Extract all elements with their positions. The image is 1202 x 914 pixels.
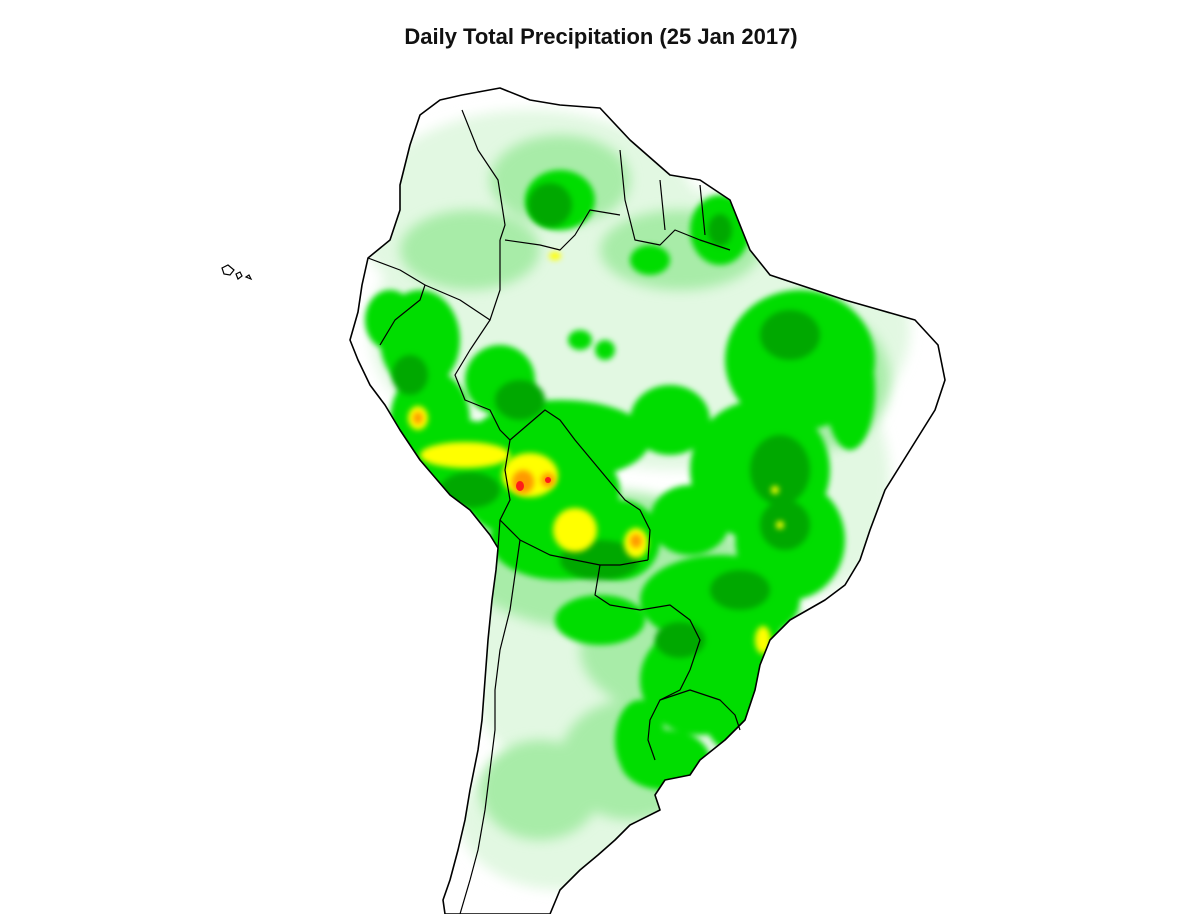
precip-medium-green bbox=[392, 183, 820, 658]
precip-orange bbox=[413, 412, 642, 548]
border-french-guiana bbox=[699, 184, 706, 236]
border-argentina-brazil bbox=[647, 669, 691, 761]
border-colombia-venezuela bbox=[461, 109, 506, 241]
border-venezuela-brazil bbox=[504, 209, 621, 251]
continent-coastline bbox=[349, 87, 946, 914]
precipitation-layer bbox=[360, 110, 910, 890]
border-peru-brazil bbox=[454, 319, 511, 441]
map-title: Daily Total Precipitation (25 Jan 2017) bbox=[404, 24, 798, 49]
border-suriname bbox=[659, 179, 666, 231]
galapagos-islands bbox=[221, 264, 253, 281]
border-paraguay bbox=[594, 564, 701, 671]
border-guianas bbox=[619, 149, 731, 251]
border-peru-bolivia bbox=[497, 439, 511, 549]
border-chile-argentina bbox=[459, 539, 521, 914]
border-uruguay bbox=[659, 689, 741, 731]
precip-red bbox=[516, 477, 551, 491]
country-borders bbox=[367, 109, 741, 914]
border-bolivia-brazil bbox=[509, 409, 651, 561]
border-ecuador bbox=[367, 257, 426, 346]
